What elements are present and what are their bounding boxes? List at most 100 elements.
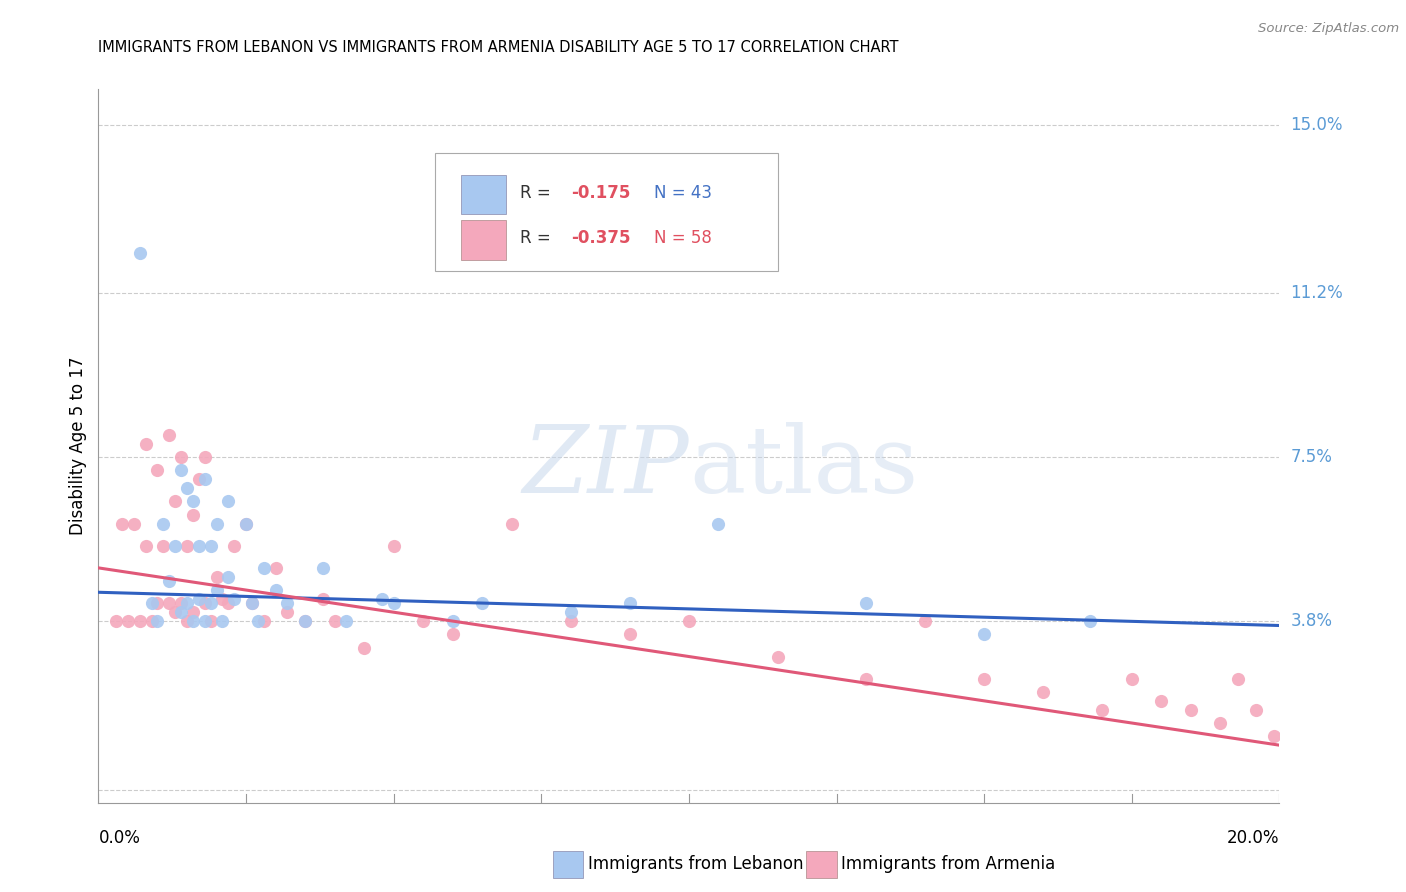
Point: [194, 614, 217, 628]
Point: [135, 539, 157, 553]
Point: [176, 539, 198, 553]
Point: [382, 596, 405, 610]
Point: [501, 516, 523, 531]
Text: ZIP: ZIP: [522, 423, 689, 512]
FancyBboxPatch shape: [461, 220, 506, 260]
Point: [146, 463, 169, 477]
Text: -0.375: -0.375: [571, 229, 630, 247]
Text: 20.0%: 20.0%: [1227, 830, 1279, 847]
Point: [1091, 703, 1114, 717]
Point: [170, 605, 193, 619]
Point: [1121, 672, 1143, 686]
Point: [253, 561, 276, 575]
Point: [146, 614, 169, 628]
Point: [200, 596, 222, 610]
Point: [217, 596, 239, 610]
Point: [217, 494, 239, 508]
Point: [181, 508, 204, 522]
Text: atlas: atlas: [689, 423, 918, 512]
Point: [187, 539, 209, 553]
Point: [128, 614, 150, 628]
Point: [141, 614, 163, 628]
Point: [294, 614, 316, 628]
FancyBboxPatch shape: [461, 175, 506, 214]
Text: R =: R =: [520, 184, 551, 202]
Point: [1180, 703, 1202, 717]
Point: [560, 614, 582, 628]
Point: [914, 614, 936, 628]
Point: [200, 539, 222, 553]
Text: 7.5%: 7.5%: [1291, 448, 1333, 467]
Point: [111, 516, 134, 531]
Text: 3.8%: 3.8%: [1291, 612, 1333, 630]
Text: IMMIGRANTS FROM LEBANON VS IMMIGRANTS FROM ARMENIA DISABILITY AGE 5 TO 17 CORREL: IMMIGRANTS FROM LEBANON VS IMMIGRANTS FR…: [98, 40, 898, 55]
Point: [205, 570, 228, 584]
Point: [441, 627, 464, 641]
Point: [382, 539, 405, 553]
Text: Immigrants from Lebanon: Immigrants from Lebanon: [588, 855, 803, 873]
Point: [165, 494, 187, 508]
Point: [253, 614, 276, 628]
Point: [1227, 672, 1250, 686]
Point: [235, 516, 257, 531]
Point: [441, 614, 464, 628]
Point: [240, 596, 263, 610]
Point: [176, 596, 198, 610]
Point: [471, 596, 494, 610]
Point: [194, 472, 217, 486]
Point: [200, 614, 222, 628]
Point: [619, 627, 641, 641]
Point: [181, 494, 204, 508]
Text: 15.0%: 15.0%: [1291, 116, 1343, 134]
Point: [211, 591, 233, 606]
Point: [165, 605, 187, 619]
Point: [187, 472, 209, 486]
Point: [128, 246, 150, 260]
Point: [217, 570, 239, 584]
Point: [157, 596, 180, 610]
Point: [170, 596, 193, 610]
Point: [157, 574, 180, 589]
Point: [170, 463, 193, 477]
Point: [1263, 729, 1285, 743]
Point: [323, 614, 346, 628]
Point: [105, 614, 128, 628]
Text: -0.175: -0.175: [571, 184, 630, 202]
Point: [181, 614, 204, 628]
Point: [371, 591, 394, 606]
Point: [973, 672, 995, 686]
Point: [312, 591, 335, 606]
Point: [176, 481, 198, 495]
Point: [176, 614, 198, 628]
Point: [276, 596, 298, 610]
Point: [619, 596, 641, 610]
Point: [312, 561, 335, 575]
Point: [187, 591, 209, 606]
Point: [152, 516, 174, 531]
Text: 11.2%: 11.2%: [1291, 284, 1343, 302]
Point: [1209, 716, 1232, 731]
Point: [194, 450, 217, 464]
Point: [205, 516, 228, 531]
Point: [678, 614, 700, 628]
Point: [766, 649, 789, 664]
Point: [211, 614, 233, 628]
Text: Immigrants from Armenia: Immigrants from Armenia: [841, 855, 1054, 873]
Point: [240, 596, 263, 610]
Point: [855, 672, 877, 686]
Point: [235, 516, 257, 531]
Point: [246, 614, 269, 628]
Point: [224, 539, 246, 553]
Text: Source: ZipAtlas.com: Source: ZipAtlas.com: [1258, 22, 1399, 36]
Point: [170, 450, 193, 464]
Point: [335, 614, 357, 628]
FancyBboxPatch shape: [434, 153, 778, 271]
Point: [224, 591, 246, 606]
Point: [412, 614, 434, 628]
Point: [1244, 703, 1267, 717]
Point: [141, 596, 163, 610]
Y-axis label: Disability Age 5 to 17: Disability Age 5 to 17: [69, 357, 87, 535]
Point: [157, 428, 180, 442]
Point: [122, 516, 145, 531]
Point: [152, 539, 174, 553]
